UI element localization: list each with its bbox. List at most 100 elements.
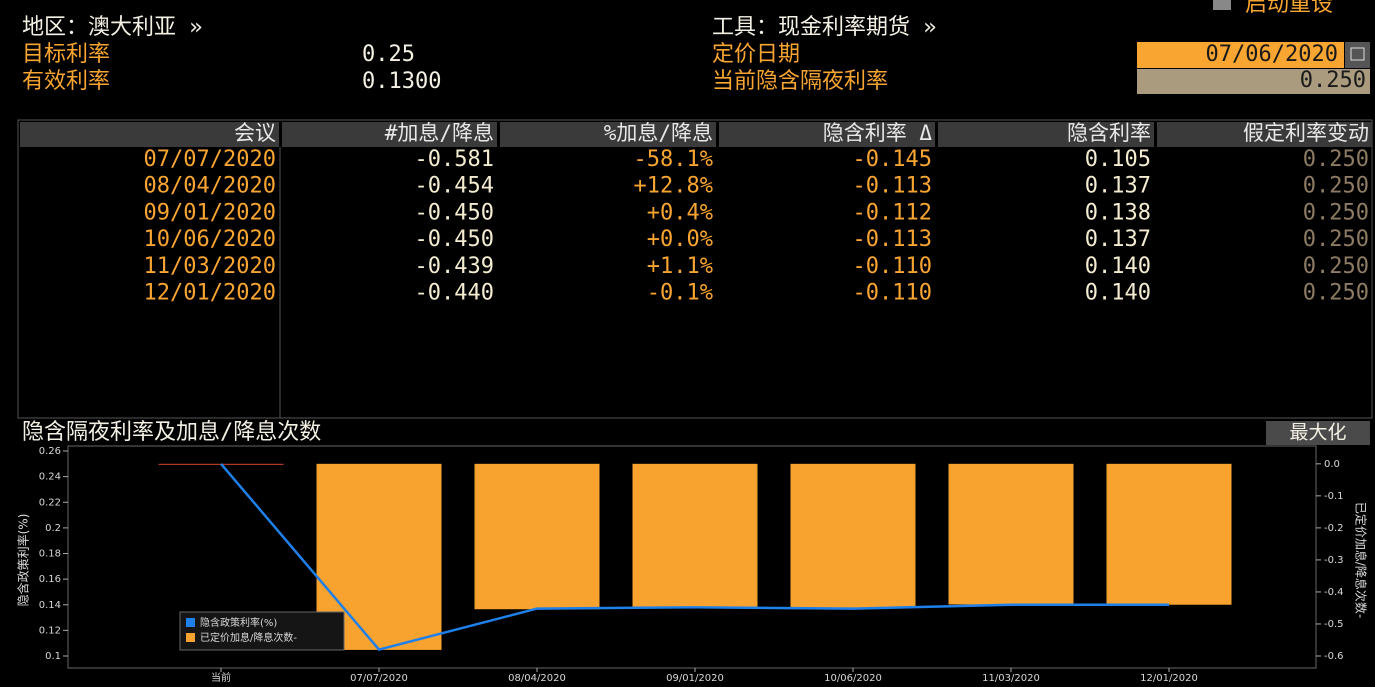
table-cell: -58.1%	[634, 147, 713, 172]
x-tick-label: 11/03/2020	[982, 673, 1040, 684]
bar	[474, 463, 600, 610]
table-cell: +0.0%	[647, 227, 713, 252]
column-header-cell	[719, 122, 935, 147]
legend-label: 已定价加息/降息次数-	[200, 631, 297, 644]
date-input[interactable]	[1137, 42, 1344, 68]
table-cell: 12/01/2020	[144, 281, 276, 306]
x-tick-label: 当前	[211, 671, 231, 684]
y2-tick-label: -0.6	[1324, 651, 1344, 662]
table-cell: 0.250	[1303, 174, 1369, 199]
column-header[interactable]: #加息/降息	[385, 121, 494, 145]
table-cell: 08/04/2020	[144, 174, 276, 199]
table-cell: 0.250	[1303, 281, 1369, 306]
table-cell: -0.439	[415, 254, 494, 279]
bar	[790, 463, 916, 608]
bar	[1106, 463, 1232, 605]
bar	[948, 463, 1074, 605]
y-tick-label: 0.24	[39, 472, 61, 483]
y-tick-label: 0.2	[45, 523, 61, 534]
y2-tick-label: -0.4	[1324, 587, 1344, 598]
table-cell: -0.450	[415, 227, 494, 252]
table-cell: 0.250	[1303, 200, 1369, 225]
column-header[interactable]: 会议	[234, 121, 276, 145]
table-cell: -0.113	[853, 227, 932, 252]
y2-axis-label: 已定价加息/降息次数-	[1354, 502, 1369, 618]
table-cell: 0.137	[1085, 174, 1151, 199]
pricing-date-label: 定价日期	[712, 42, 800, 67]
maximize-label[interactable]: 最大化	[1289, 422, 1346, 444]
column-header-cell	[1157, 122, 1372, 147]
legend-box	[179, 611, 345, 651]
effective-rate-label: 有效利率	[22, 69, 110, 94]
region[interactable]: 地区：澳大利亚 »	[22, 15, 203, 40]
x-tick-label: 09/01/2020	[666, 673, 724, 684]
y-tick-label: 0.16	[39, 574, 61, 585]
table-cell: -0.1%	[647, 281, 713, 306]
calendar-button[interactable]	[1345, 42, 1370, 68]
implied-rate-label: 当前隐含隔夜利率	[712, 69, 888, 94]
table-cell: -0.581	[415, 147, 494, 172]
table-cell: +0.4%	[647, 200, 713, 225]
table-cell: 10/06/2020	[144, 227, 276, 252]
legend-swatch	[186, 618, 195, 627]
y2-tick-label: -0.5	[1324, 619, 1344, 630]
y-tick-label: 0.1	[45, 651, 61, 662]
column-header-cell	[500, 122, 716, 147]
table-cell: 0.250	[1303, 147, 1369, 172]
reset-label[interactable]: 启动重设	[1245, 0, 1333, 17]
chart-title: 隐含隔夜利率及加息/降息次数	[22, 420, 321, 445]
table-cell: -0.113	[853, 174, 932, 199]
y-tick-label: 0.26	[39, 446, 61, 457]
y-tick-label: 0.18	[39, 549, 61, 560]
y2-tick-label: -0.1	[1324, 491, 1344, 502]
x-tick-label: 08/04/2020	[508, 673, 566, 684]
table-cell: -0.450	[415, 200, 494, 225]
column-header-cell	[938, 122, 1154, 147]
table-cell: 0.140	[1085, 254, 1151, 279]
y-tick-label: 0.14	[39, 600, 61, 611]
column-header-cell	[282, 122, 497, 147]
y2-tick-label: 0.0	[1324, 459, 1340, 470]
effective-rate: 0.1300	[362, 69, 441, 94]
calendar-icon	[1350, 47, 1365, 61]
pricing-date[interactable]: 07/06/2020	[1206, 42, 1338, 67]
instrument[interactable]: 工具：现金利率期货 »	[712, 15, 937, 40]
legend-swatch	[186, 633, 195, 642]
reset-checkbox[interactable]	[1213, 0, 1231, 10]
table: 会议 #加息/降息 %加息/降息 隐含利率 Δ 隐含利率 假定利率变动 07/07/2020…	[20, 121, 1372, 306]
y-tick-label: 0.12	[39, 625, 61, 636]
table-cell: +1.1%	[647, 254, 713, 279]
table-cell: -0.454	[415, 174, 494, 199]
table-cell: -0.110	[853, 254, 932, 279]
y-tick-label: 0.22	[39, 497, 61, 508]
table-cell: 0.140	[1085, 281, 1151, 306]
column-header[interactable]: %加息/降息	[604, 121, 713, 145]
column-header[interactable]: 隐含利率 Δ	[823, 121, 933, 145]
table-cell: 0.250	[1303, 254, 1369, 279]
table-cell: -0.145	[853, 147, 932, 172]
x-tick-label: 12/01/2020	[1140, 673, 1198, 684]
table-frame	[17, 119, 1373, 419]
y2-tick-label: -0.3	[1324, 555, 1344, 566]
table-cell: 0.138	[1085, 200, 1151, 225]
y-axis-label: 隐含政策利率(%)	[16, 514, 31, 607]
y2-tick-label: -0.2	[1324, 523, 1344, 534]
column-header[interactable]: 隐含利率	[1067, 121, 1151, 145]
implied-rate: 0.250	[1300, 68, 1366, 93]
table-cell: -0.110	[853, 281, 932, 306]
target-rate: 0.25	[362, 42, 415, 67]
table-cell: 09/01/2020	[144, 200, 276, 225]
legend-label: 隐含政策利率(%)	[200, 616, 277, 629]
table-cell: 07/07/2020	[144, 147, 276, 172]
table-cell: -0.112	[853, 200, 932, 225]
maximize-button[interactable]	[1266, 421, 1370, 445]
x-tick-label: 10/06/2020	[824, 673, 882, 684]
implied-rate-box	[1137, 69, 1370, 94]
table-cell: 0.250	[1303, 227, 1369, 252]
chart: 0.1 0.12 0.14 0.16 0.18 0.2 0.22 0.24 0.26 0.0 -0.…	[39, 446, 1344, 684]
x-tick-label: 07/07/2020	[350, 673, 408, 684]
column-header[interactable]: 假定利率变动	[1243, 121, 1369, 145]
target-rate-label: 目标利率	[22, 42, 110, 67]
table-cell: 11/03/2020	[144, 254, 276, 279]
bar	[632, 463, 758, 608]
